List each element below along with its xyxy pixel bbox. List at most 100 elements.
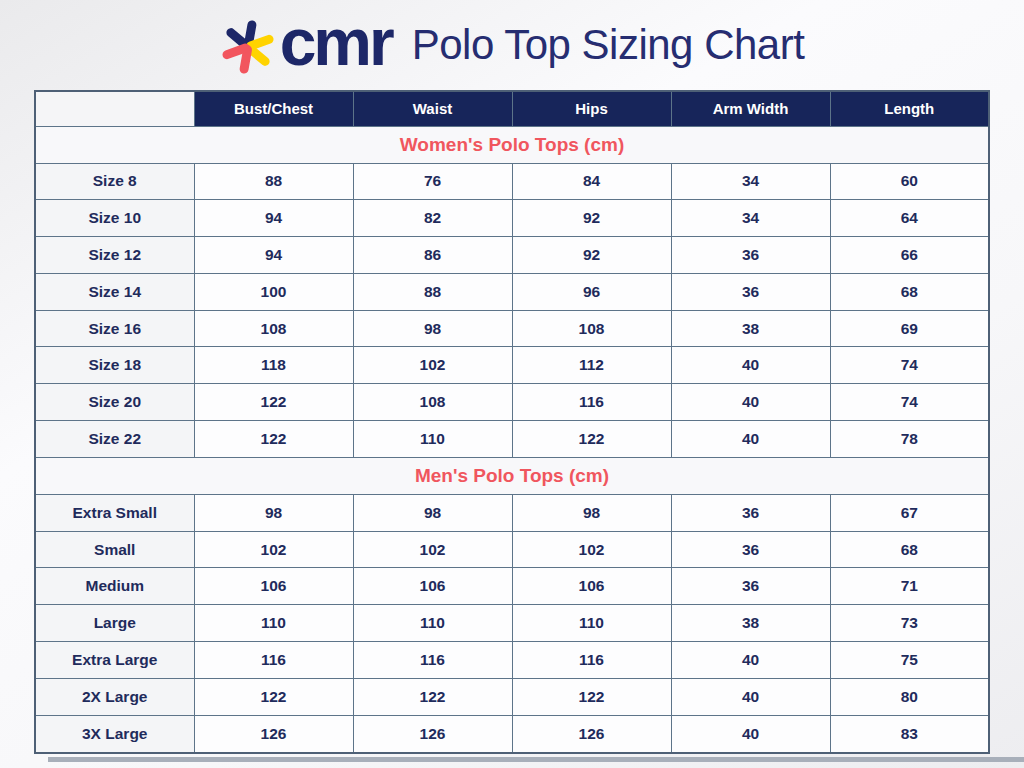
measurement-cell: 106 [512, 568, 671, 605]
brand-wordmark: cmr [280, 13, 392, 80]
measurement-cell: 122 [194, 678, 353, 715]
measurement-cell: 38 [671, 310, 830, 347]
row-label: Size 20 [35, 384, 194, 421]
measurement-cell: 98 [512, 494, 671, 531]
measurement-cell: 102 [512, 531, 671, 568]
measurement-cell: 122 [194, 421, 353, 458]
table-row-size-16: Size 16 108 98 108 38 69 [35, 310, 989, 347]
measurement-cell: 122 [512, 421, 671, 458]
measurement-cell: 74 [830, 347, 989, 384]
table-row-3x-large: 3X Large 126 126 126 40 83 [35, 715, 989, 753]
table-row-large: Large 110 110 110 38 73 [35, 605, 989, 642]
measurement-cell: 106 [194, 568, 353, 605]
measurement-cell: 126 [512, 715, 671, 753]
page-header: cmr Polo Top Sizing Chart [0, 0, 1024, 90]
row-label: Size 8 [35, 163, 194, 200]
measurement-cell: 40 [671, 384, 830, 421]
measurement-cell: 102 [353, 347, 512, 384]
table-row-size-12: Size 12 94 86 92 36 66 [35, 237, 989, 274]
measurement-cell: 40 [671, 421, 830, 458]
sizing-table: Bust/Chest Waist Hips Arm Width Length W… [34, 90, 990, 754]
measurement-cell: 126 [353, 715, 512, 753]
measurement-cell: 71 [830, 568, 989, 605]
measurement-cell: 116 [512, 642, 671, 679]
measurement-cell: 88 [194, 163, 353, 200]
column-header-waist: Waist [353, 91, 512, 126]
table-row-2x-large: 2X Large 122 122 122 40 80 [35, 678, 989, 715]
measurement-cell: 108 [194, 310, 353, 347]
measurement-cell: 38 [671, 605, 830, 642]
measurement-cell: 110 [353, 605, 512, 642]
measurement-cell: 116 [512, 384, 671, 421]
table-header: Bust/Chest Waist Hips Arm Width Length [35, 91, 989, 126]
table-row-size-8: Size 8 88 76 84 34 60 [35, 163, 989, 200]
measurement-cell: 96 [512, 273, 671, 310]
table-row-extra-large: Extra Large 116 116 116 40 75 [35, 642, 989, 679]
measurement-cell: 122 [194, 384, 353, 421]
row-label: Size 14 [35, 273, 194, 310]
measurement-cell: 102 [353, 531, 512, 568]
section-title-womens: Women's Polo Tops (cm) [35, 126, 989, 163]
row-label: Extra Small [35, 494, 194, 531]
page-title: Polo Top Sizing Chart [412, 24, 805, 70]
measurement-cell: 98 [353, 310, 512, 347]
measurement-cell: 69 [830, 310, 989, 347]
column-header-row: Bust/Chest Waist Hips Arm Width Length [35, 91, 989, 126]
measurement-cell: 122 [353, 678, 512, 715]
row-label: Size 16 [35, 310, 194, 347]
asterisk-logo-icon [215, 12, 281, 83]
measurement-cell: 84 [512, 163, 671, 200]
brand-logo: cmr [220, 13, 392, 80]
measurement-cell: 74 [830, 384, 989, 421]
measurement-cell: 36 [671, 273, 830, 310]
measurement-cell: 40 [671, 642, 830, 679]
measurement-cell: 110 [512, 605, 671, 642]
measurement-cell: 98 [353, 494, 512, 531]
table-row-size-22: Size 22 122 110 122 40 78 [35, 421, 989, 458]
measurement-cell: 102 [194, 531, 353, 568]
measurement-cell: 118 [194, 347, 353, 384]
measurement-cell: 34 [671, 200, 830, 237]
measurement-cell: 67 [830, 494, 989, 531]
measurement-cell: 80 [830, 678, 989, 715]
table-row-extra-small: Extra Small 98 98 98 36 67 [35, 494, 989, 531]
measurement-cell: 40 [671, 715, 830, 753]
measurement-cell: 92 [512, 237, 671, 274]
measurement-cell: 36 [671, 494, 830, 531]
measurement-cell: 116 [194, 642, 353, 679]
measurement-cell: 94 [194, 200, 353, 237]
column-header-arm-width: Arm Width [671, 91, 830, 126]
measurement-cell: 36 [671, 237, 830, 274]
measurement-cell: 78 [830, 421, 989, 458]
measurement-cell: 86 [353, 237, 512, 274]
measurement-cell: 36 [671, 568, 830, 605]
measurement-cell: 64 [830, 200, 989, 237]
measurement-cell: 100 [194, 273, 353, 310]
column-header-length: Length [830, 91, 989, 126]
measurement-cell: 94 [194, 237, 353, 274]
row-label: Size 12 [35, 237, 194, 274]
row-label: Size 18 [35, 347, 194, 384]
measurement-cell: 76 [353, 163, 512, 200]
measurement-cell: 92 [512, 200, 671, 237]
measurement-cell: 66 [830, 237, 989, 274]
measurement-cell: 110 [353, 421, 512, 458]
measurement-cell: 122 [512, 678, 671, 715]
measurement-cell: 112 [512, 347, 671, 384]
row-label: 3X Large [35, 715, 194, 753]
row-label: Medium [35, 568, 194, 605]
section-title-mens: Men's Polo Tops (cm) [35, 457, 989, 494]
table-row-size-14: Size 14 100 88 96 36 68 [35, 273, 989, 310]
section-header-mens: Men's Polo Tops (cm) [35, 457, 989, 494]
row-label: Large [35, 605, 194, 642]
measurement-cell: 82 [353, 200, 512, 237]
measurement-cell: 110 [194, 605, 353, 642]
measurement-cell: 108 [512, 310, 671, 347]
measurement-cell: 88 [353, 273, 512, 310]
table-row-size-20: Size 20 122 108 116 40 74 [35, 384, 989, 421]
section-header-womens: Women's Polo Tops (cm) [35, 126, 989, 163]
measurement-cell: 40 [671, 347, 830, 384]
row-label: 2X Large [35, 678, 194, 715]
row-label: Small [35, 531, 194, 568]
measurement-cell: 98 [194, 494, 353, 531]
